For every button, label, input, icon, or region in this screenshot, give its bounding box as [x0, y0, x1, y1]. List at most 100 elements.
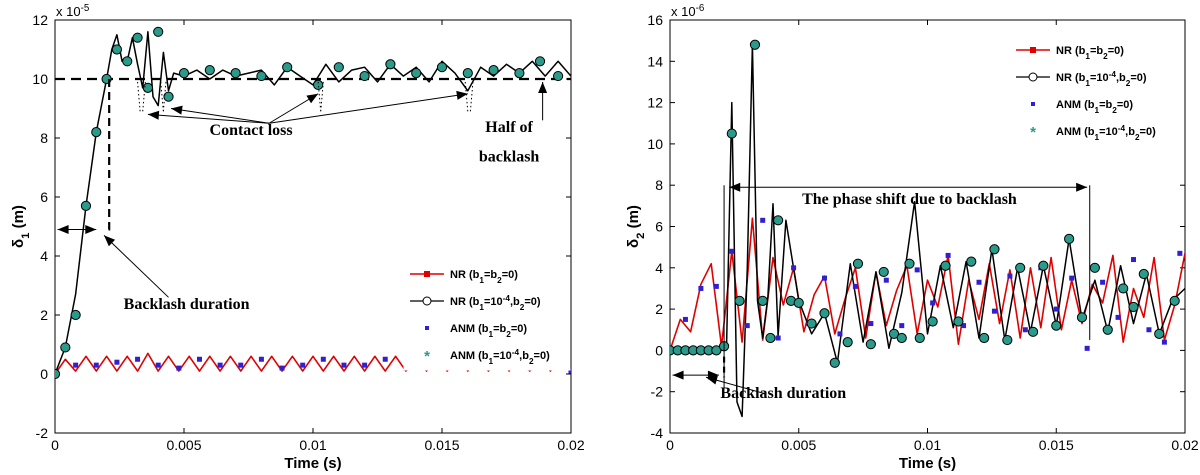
- anm-point: [155, 362, 161, 368]
- anm-backlash-point: [979, 332, 990, 344]
- legend-marker: [424, 271, 430, 277]
- anm-backlash-point: [806, 318, 817, 329]
- anm-backlash-point: [256, 70, 267, 82]
- anm-backlash-point: [1089, 262, 1100, 273]
- anm-point: [961, 323, 967, 329]
- y-tick-label: 10: [32, 71, 48, 87]
- backlash-duration-pointer-head: [706, 375, 718, 385]
- anm-point: [852, 283, 858, 289]
- anm-backlash-point: [989, 244, 1000, 255]
- anm-point: [1022, 327, 1028, 333]
- y-multiplier-label: x 10-5: [56, 3, 90, 20]
- x-tick-label: 0.02: [557, 437, 584, 453]
- legend-label: NR (b1=10-4,b2=0): [1056, 70, 1147, 88]
- legend-label: NR (b1=10-4,b2=0): [450, 294, 541, 312]
- annotation-text: The phase shift due to backlash: [802, 191, 1017, 208]
- half-backlash-arrow-head: [538, 81, 548, 93]
- backlash-step-line: [106, 79, 111, 231]
- anm-backlash-point: [385, 59, 396, 70]
- legend-marker: [422, 296, 432, 306]
- anm-backlash-point: [726, 128, 737, 139]
- anm-point: [114, 359, 120, 365]
- contact-loss-arrow-head: [171, 105, 183, 115]
- chart-delta2: 0 0.005 0.01 0.015 0.02 -4 -2 0 2 4 6 8 10 12 14 16 x 10…: [625, 3, 1199, 473]
- y-tick-label: 8: [655, 177, 663, 193]
- anm-backlash-point: [80, 200, 92, 211]
- anm-point: [1069, 275, 1075, 281]
- anm-backlash-point: [142, 82, 153, 93]
- series-group: [55, 26, 571, 380]
- legend-label: ANM (b1=10-4,b2=0): [450, 348, 550, 366]
- anm-point: [176, 365, 182, 371]
- anm-backlash-point: [1154, 328, 1165, 339]
- y-tick-label: -2: [36, 425, 49, 441]
- anm-point: [362, 362, 368, 368]
- anm-point: [744, 323, 750, 329]
- contact-loss-dip: [317, 81, 324, 112]
- anm-point: [135, 356, 141, 362]
- backlash-duration-arrow-head-start: [85, 224, 97, 234]
- legend-marker: [1031, 102, 1035, 106]
- anm-backlash-point: [1102, 324, 1113, 335]
- phase-shift-arrow-head: [1076, 182, 1088, 192]
- anm-backlash-point: [1128, 301, 1139, 313]
- anm-point: [930, 300, 936, 306]
- anm-point: [775, 335, 781, 341]
- anm-backlash-point: [313, 79, 324, 91]
- backlash-duration-arrow-head: [57, 224, 69, 234]
- anm-point: [760, 217, 766, 223]
- anm-backlash-point: [940, 260, 951, 271]
- anm-point: [1161, 339, 1167, 345]
- anm-backlash-point: [163, 91, 174, 102]
- anm-backlash-point: [153, 26, 164, 37]
- anm-backlash-point: [793, 297, 804, 309]
- contact-loss-arrow-head: [147, 110, 160, 120]
- anm-backlash-point: [819, 308, 830, 319]
- anm-point: [279, 365, 285, 371]
- anm-backlash-point: [865, 339, 876, 350]
- anm-point: [341, 362, 347, 368]
- anm-backlash-point: [927, 316, 938, 327]
- anm-point: [945, 252, 951, 258]
- anm-backlash-point: [1002, 334, 1013, 346]
- legend-label: NR (b1=b2=0): [450, 269, 518, 285]
- y-tick-label: 6: [40, 189, 48, 205]
- anm-backlash-point: [852, 258, 864, 269]
- anm-point: [196, 356, 202, 362]
- anm-point: [976, 279, 982, 285]
- anm-backlash-point: [553, 70, 564, 82]
- y-tick-label: 2: [655, 301, 663, 317]
- anm-point: [729, 248, 735, 254]
- anm-backlash-point: [488, 65, 499, 76]
- annotation-text: Half of: [485, 119, 533, 136]
- legend: NR (b1=b2=0)NR (b1=10-4,b2=0)ANM (b1=b2=…: [1009, 35, 1185, 151]
- legend-label: NR (b1=b2=0): [1056, 45, 1124, 61]
- x-tick-label: 0.01: [299, 437, 326, 453]
- anm-backlash-point: [411, 68, 422, 79]
- anm-backlash-point: [914, 332, 925, 344]
- anm-backlash-point: [878, 266, 889, 278]
- x-tick-label: 0.015: [424, 437, 459, 453]
- x-axis-label: Time (s): [899, 455, 956, 472]
- anm-backlash-point: [55, 368, 61, 380]
- legend-marker: [425, 326, 429, 330]
- anm-point: [791, 265, 797, 271]
- anm-point: [837, 331, 843, 337]
- anm-backlash-point: [966, 256, 977, 267]
- y-tick-label: 0: [655, 342, 663, 358]
- x-tick-label: 0.015: [1039, 437, 1074, 453]
- y-tick-label: 14: [647, 53, 663, 69]
- backlash-duration-arrow-head: [672, 370, 684, 380]
- y-tick-label: 12: [32, 12, 48, 28]
- anm-point: [1177, 250, 1183, 256]
- anm-point: [914, 267, 920, 273]
- anm-backlash-point: [757, 295, 768, 306]
- anm-point: [300, 362, 306, 368]
- annotation-text: backlash: [479, 149, 540, 166]
- anm-backlash-point: [773, 215, 784, 226]
- anm-backlash-point: [91, 127, 102, 138]
- anm-backlash-point: [333, 62, 344, 73]
- anm-backlash-point: [359, 70, 370, 82]
- anm-backlash-point: [60, 342, 71, 353]
